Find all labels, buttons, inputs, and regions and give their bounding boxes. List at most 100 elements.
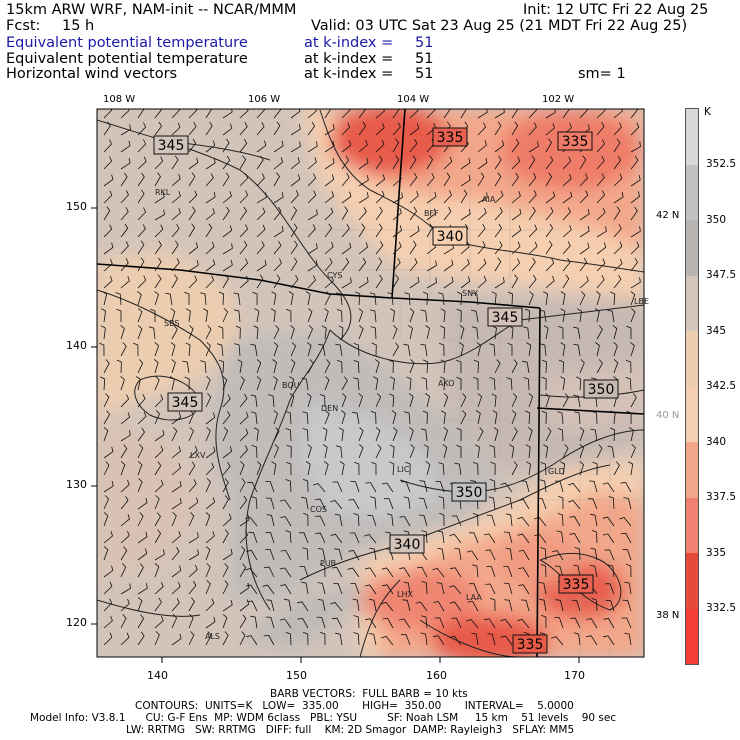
- wind-barb: [250, 394, 258, 408]
- wind-barb: [302, 547, 309, 561]
- wind-barb: [419, 480, 428, 493]
- wind-barb: [358, 325, 364, 340]
- wind-barb: [188, 190, 198, 204]
- wind-barb: [450, 567, 462, 578]
- wind-barb: [340, 410, 346, 425]
- wind-barb: [153, 359, 159, 374]
- wind-barb: [443, 427, 449, 442]
- wind-barb: [239, 445, 248, 459]
- wind-barb: [324, 174, 335, 187]
- wind-barb: [613, 224, 622, 238]
- wind-barb: [539, 309, 547, 323]
- wind-barb: [375, 223, 383, 238]
- wind-barb: [239, 411, 249, 425]
- wind-barb: [630, 191, 641, 204]
- wind-barb: [184, 291, 190, 305]
- wind-barb: [409, 225, 420, 238]
- wind-barb: [205, 158, 216, 170]
- wind-barb: [438, 496, 445, 510]
- wind-barb: [562, 156, 572, 170]
- wind-barb: [239, 428, 249, 442]
- wind-barb: [511, 190, 521, 204]
- wind-barb: [154, 240, 162, 255]
- wind-barb: [188, 138, 197, 153]
- wind-barb: [358, 175, 369, 187]
- wind-barb: [500, 618, 513, 629]
- wind-barb: [596, 325, 603, 340]
- wind-barb: [335, 445, 343, 459]
- wind-barb: [375, 190, 385, 204]
- wind-barb: [369, 547, 377, 561]
- wind-barb: [273, 258, 282, 272]
- wind-barb: [222, 225, 233, 238]
- wind-barb: [188, 242, 199, 255]
- wind-barb: [273, 274, 281, 289]
- wind-barb: [503, 582, 513, 595]
- lon-label-106w: 106 W: [248, 94, 281, 105]
- wind-barb: [216, 343, 224, 357]
- wind-barb: [205, 631, 212, 646]
- wind-barb: [171, 224, 180, 238]
- wind-barb: [154, 529, 162, 544]
- svg-text:340: 340: [437, 229, 464, 245]
- x-tick-140: 140: [147, 669, 168, 682]
- wind-barb: [506, 377, 513, 391]
- x-tick-160: 160: [426, 669, 447, 682]
- wind-barb: [188, 275, 198, 289]
- wind-barb: [528, 241, 538, 255]
- wind-barb: [103, 393, 110, 408]
- wind-barb: [607, 564, 615, 578]
- wind-barb: [626, 410, 632, 425]
- wind-barb: [426, 208, 437, 221]
- wind-barb: [409, 258, 418, 272]
- wind-barb: [290, 157, 300, 170]
- wind-barb: [324, 223, 333, 238]
- wind-barb: [613, 191, 624, 204]
- wind-barb: [558, 359, 564, 374]
- wind-barb: [205, 275, 215, 289]
- wind-barb: [239, 461, 245, 476]
- wind-barb: [472, 513, 479, 527]
- wind-barb: [475, 410, 481, 425]
- wind-barb: [273, 427, 280, 442]
- wind-barb: [509, 444, 515, 459]
- wind-barb: [469, 583, 479, 595]
- wind-barb: [562, 173, 572, 187]
- wind-barb: [421, 581, 428, 595]
- wind-barb: [171, 581, 181, 595]
- wind-barb: [541, 359, 547, 374]
- footer-contour-info: CONTOURS: UNITS=K LOW= 335.00 HIGH= 350.…: [135, 700, 574, 712]
- wind-barb: [253, 325, 259, 340]
- wind-barb: [205, 580, 211, 595]
- wind-barb: [103, 531, 113, 544]
- wind-barb: [103, 546, 109, 561]
- wind-barb: [399, 516, 411, 527]
- wind-barb: [517, 533, 530, 544]
- wind-barb: [171, 463, 181, 476]
- wind-barb: [256, 461, 262, 476]
- wind-barb: [171, 481, 182, 493]
- field-row-1-name: Equivalent potential temperature: [6, 35, 248, 51]
- wind-barb: [307, 275, 316, 289]
- wind-barb: [154, 394, 164, 408]
- wind-barb: [620, 532, 632, 544]
- wind-barb: [466, 619, 479, 629]
- wind-barb: [466, 550, 479, 561]
- y-tick-120: 120: [66, 616, 87, 629]
- contour-label: 340: [432, 226, 468, 246]
- wind-barb: [171, 565, 182, 578]
- colorbar-segment: [686, 164, 698, 220]
- wind-barb: [188, 122, 197, 136]
- wind-barb: [534, 533, 547, 544]
- wind-barb: [264, 566, 275, 578]
- wind-barb: [613, 122, 622, 136]
- wind-barb: [222, 394, 231, 408]
- wind-barb: [538, 582, 547, 595]
- wind-barb: [120, 140, 131, 153]
- station-den: DEN: [321, 404, 338, 413]
- wind-barb: [589, 480, 598, 493]
- wind-barb: [591, 530, 598, 544]
- wind-barb: [188, 172, 196, 187]
- wind-barb: [607, 445, 615, 459]
- wind-barb: [507, 342, 513, 356]
